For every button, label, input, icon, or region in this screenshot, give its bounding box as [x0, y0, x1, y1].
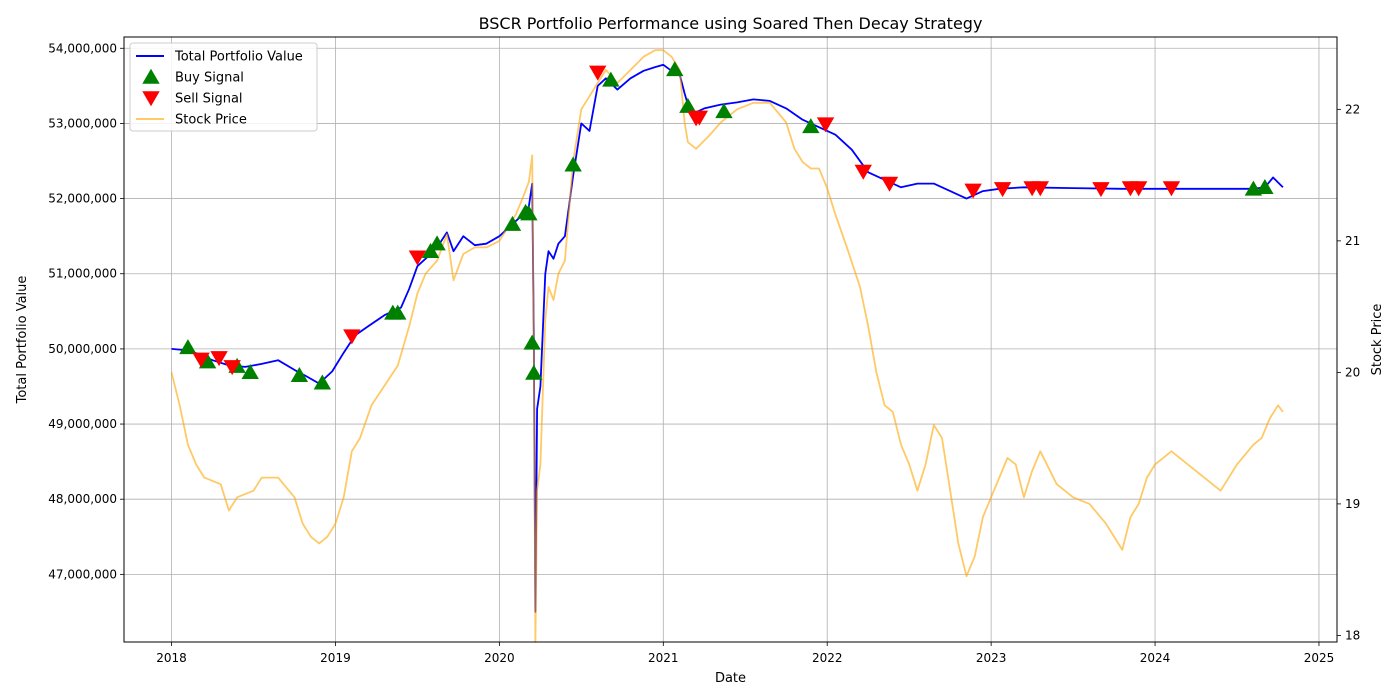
buy-signal-marker [421, 242, 440, 258]
sell-signal-marker [854, 164, 872, 180]
y-tick-label: 51,000,000 [48, 267, 117, 281]
portfolio-value-line [171, 63, 1284, 613]
x-tick-label: 2025 [1304, 651, 1335, 665]
buy-signal-marker [564, 156, 582, 172]
buy-signal-marker [715, 103, 733, 119]
sell-signal-marker [1162, 181, 1181, 197]
sell-signal-marker [993, 182, 1012, 198]
plot-area-frame [123, 36, 1338, 643]
y-tick-label: 52,000,000 [48, 192, 117, 206]
y2-tick-label: 21 [1345, 234, 1360, 248]
sell-signal-marker [964, 183, 982, 199]
buy-signal-marker [198, 353, 217, 369]
y2-tick-label: 22 [1345, 102, 1360, 116]
sell-signal-marker [1092, 182, 1110, 198]
buy-signal-marker [313, 374, 332, 390]
sell-signal-marker [210, 351, 228, 367]
legend-swatch [142, 91, 160, 107]
buy-signal-marker [602, 71, 620, 87]
marker-layer [179, 61, 1274, 390]
y-tick-label: 50,000,000 [48, 342, 117, 356]
y-axis-left: 47,000,000 48,000,000 49,000,000 50,000,000… [48, 41, 124, 581]
sell-signal-marker [1129, 181, 1148, 197]
y-tick-label: 49,000,000 [48, 417, 117, 431]
legend-label: Sell Signal [175, 92, 243, 107]
x-tick-label: 2022 [812, 651, 843, 665]
grid [124, 37, 1337, 642]
sell-signal-marker [192, 352, 210, 368]
y2-tick-label: 20 [1345, 365, 1360, 379]
sell-signal-marker [589, 65, 607, 81]
chart-title: BSCR Portfolio Performance using Soared … [479, 14, 983, 33]
y-axis-right: 18 19 20 21 22 [1337, 102, 1360, 642]
buy-signal-marker [525, 364, 543, 380]
buy-signal-marker [666, 61, 684, 77]
buy-signal-marker [290, 366, 309, 382]
buy-signal-marker [523, 334, 541, 350]
y-tick-label: 53,000,000 [48, 116, 117, 130]
buy-signal-marker [679, 97, 697, 113]
buy-signal-marker [503, 215, 522, 231]
x-tick-label: 2024 [1140, 651, 1171, 665]
legend-swatch [142, 68, 160, 84]
y2-axis-label: Stock Price [1370, 304, 1385, 376]
legend-label: Total Portfolio Value [174, 50, 303, 65]
x-tick-label: 2019 [320, 651, 351, 665]
y-axis-label: Total Portfolio Value [15, 276, 30, 405]
buy-signal-marker [1256, 179, 1274, 195]
sell-signal-marker [816, 117, 835, 133]
buy-signal-marker [802, 118, 820, 134]
sell-signal-marker [408, 250, 427, 266]
legend-label: Stock Price [175, 113, 247, 128]
x-tick-label: 2021 [648, 651, 679, 665]
y2-tick-label: 19 [1345, 497, 1360, 511]
buy-signal-marker [520, 205, 538, 221]
sell-signal-marker [1031, 181, 1050, 197]
sell-signal-marker [690, 110, 709, 126]
y-tick-label: 48,000,000 [48, 492, 117, 506]
x-axis: 2018 2019 2020 2021 2022 2023 2024 2025 [156, 642, 1334, 665]
buy-signal-marker [389, 304, 407, 320]
legend-box [129, 42, 318, 132]
x-tick-label: 2023 [976, 651, 1007, 665]
y-tick-label: 54,000,000 [48, 41, 117, 55]
x-tick-label: 2018 [156, 651, 187, 665]
buy-signal-marker [428, 235, 446, 251]
sell-signal-marker [343, 329, 361, 345]
buy-signal-marker [179, 339, 197, 355]
sell-signal-marker [880, 176, 899, 192]
legend: Total Portfolio Value Buy Signal Sell Sign… [129, 42, 318, 132]
sell-signal-marker [223, 360, 241, 376]
x-tick-label: 2020 [484, 651, 515, 665]
y2-tick-label: 18 [1345, 628, 1360, 642]
y-tick-label: 47,000,000 [48, 567, 117, 581]
x-axis-label: Date [715, 671, 746, 686]
legend-label: Buy Signal [175, 71, 244, 86]
buy-signal-marker [241, 363, 259, 379]
